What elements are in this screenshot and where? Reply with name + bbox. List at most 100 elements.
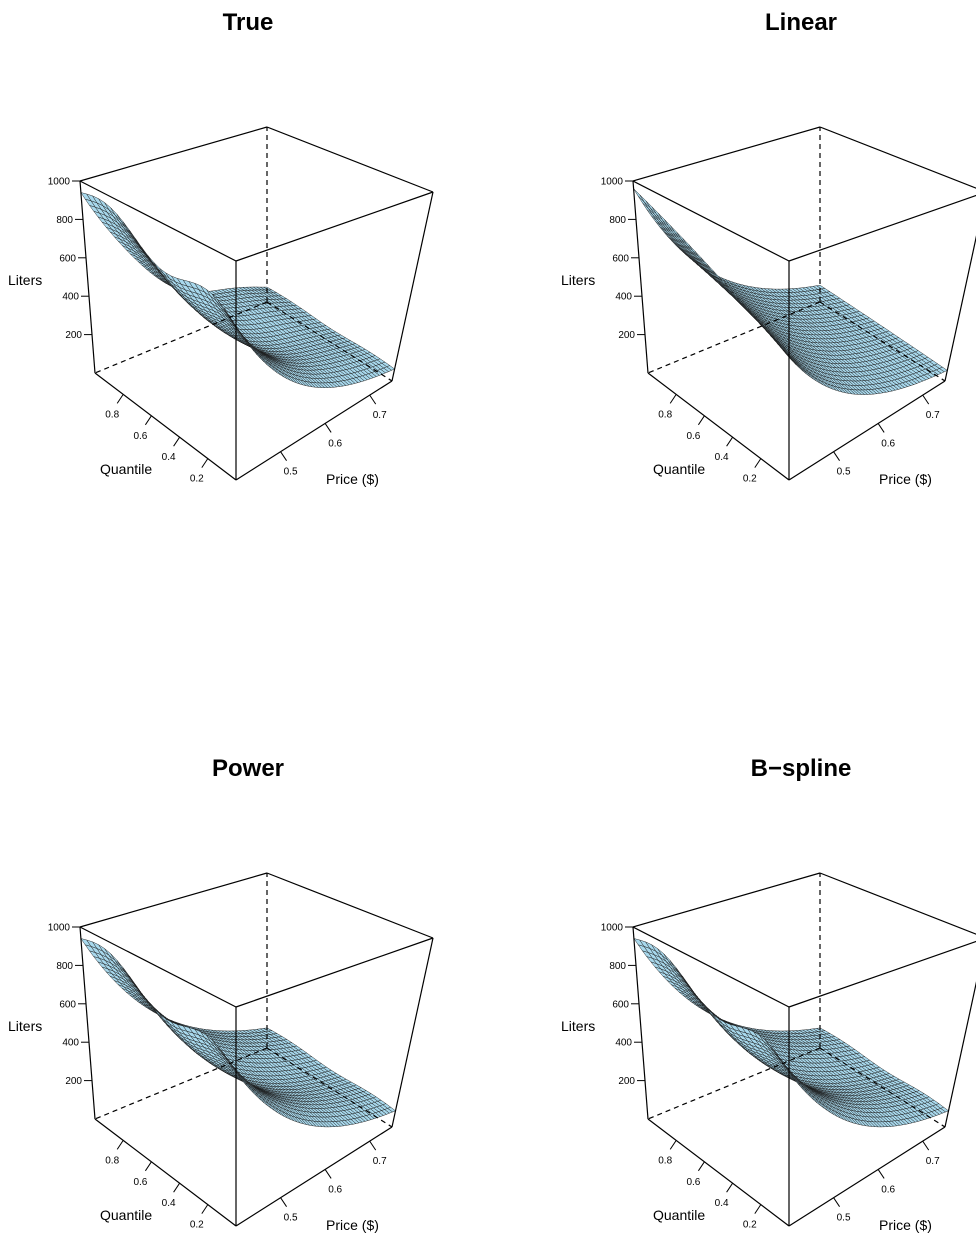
y-axis-label: Quantile xyxy=(100,1207,152,1223)
x-tick-label: 0.5 xyxy=(284,1213,298,1224)
box-edge xyxy=(235,937,434,1008)
y-tick xyxy=(697,415,705,426)
box-edge xyxy=(632,180,649,374)
box-edge xyxy=(79,126,268,182)
x-tick-label: 0.6 xyxy=(328,1184,342,1195)
x-tick xyxy=(922,394,930,405)
x-tick xyxy=(324,1169,332,1179)
box-hidden-edge xyxy=(266,301,393,382)
y-tick xyxy=(173,1182,181,1193)
y-tick-label: 0.4 xyxy=(715,452,729,463)
x-tick xyxy=(280,1197,287,1207)
z-tick-label: 600 xyxy=(612,253,629,264)
surface-facet xyxy=(633,188,645,202)
z-axis-label: Liters xyxy=(8,1018,42,1034)
y-tick xyxy=(726,436,734,447)
panel-title: True xyxy=(223,9,274,36)
x-tick xyxy=(877,423,885,433)
y-tick xyxy=(116,1140,124,1150)
panel-title: B−spline xyxy=(751,755,852,782)
z-tick-label: 400 xyxy=(62,1038,79,1049)
panel-title: Linear xyxy=(765,9,837,36)
y-tick xyxy=(144,1161,152,1172)
box-edge xyxy=(94,372,237,481)
z-tick-label: 1000 xyxy=(48,177,71,188)
y-tick-label: 0.2 xyxy=(743,474,757,485)
chart-panel-bspline: B−spline 20040060080010000.50.60.70.20.4… xyxy=(561,755,976,1233)
x-tick-label: 0.5 xyxy=(837,467,851,478)
y-tick-label: 0.8 xyxy=(658,409,672,420)
box-edge xyxy=(819,126,976,189)
y-tick-label: 0.4 xyxy=(162,1198,176,1209)
y-tick-label: 0.8 xyxy=(105,1155,119,1166)
y-tick-label: 0.6 xyxy=(133,1177,147,1188)
box-edge xyxy=(632,126,821,182)
panel-title: Power xyxy=(212,755,284,782)
box-edge xyxy=(944,235,976,382)
x-tick-label: 0.7 xyxy=(373,410,387,421)
y-tick xyxy=(116,394,124,404)
box-edge xyxy=(235,380,393,481)
box-edge xyxy=(266,126,434,193)
z-tick-label: 600 xyxy=(59,999,76,1010)
y-tick-label: 0.4 xyxy=(162,452,176,463)
z-axis-label: Liters xyxy=(561,272,595,288)
y-tick xyxy=(173,436,181,447)
x-tick xyxy=(369,1140,377,1151)
x-tick-label: 0.7 xyxy=(373,1156,387,1167)
x-tick xyxy=(324,423,332,433)
y-tick xyxy=(201,458,209,468)
box-edge xyxy=(79,872,268,928)
y-tick-label: 0.2 xyxy=(190,474,204,485)
chart-panel-linear: Linear 200 400 600 800 1000 0.5 0.6 0.7 0.2 0.4 0.… xyxy=(561,9,976,487)
y-axis-label: Quantile xyxy=(653,461,705,477)
x-tick-label: 0.5 xyxy=(284,467,298,478)
z-tick-label: 1000 xyxy=(601,177,624,188)
y-tick-label: 0.8 xyxy=(105,409,119,420)
z-tick-label: 1000 xyxy=(48,923,71,934)
box-edge xyxy=(235,191,434,262)
x-axis-label: Price ($) xyxy=(879,471,932,487)
x-tick-label: 0.6 xyxy=(328,438,342,449)
surface-facet xyxy=(230,317,240,333)
x-axis-label: Price ($) xyxy=(326,471,379,487)
chart-panel-power: Power 200 400 600 800 1000 0.5 0.6 0.7 0.2 0.4 0.6… xyxy=(8,755,434,1233)
x-tick-label: 0.6 xyxy=(881,438,895,449)
x-tick-label: 0.7 xyxy=(926,410,940,421)
box-edge xyxy=(788,380,946,481)
z-axis-label: Liters xyxy=(8,272,42,288)
z-tick-label: 800 xyxy=(56,215,73,226)
y-tick-label: 0.6 xyxy=(133,431,147,442)
box-edge xyxy=(391,191,434,382)
y-tick xyxy=(201,1204,209,1214)
x-tick xyxy=(280,451,287,461)
chart-panel-true: True 200 400 600 800 1000 0.5 0.6 0.7 0.2 0.4 0.6 0… xyxy=(8,9,434,487)
x-tick xyxy=(833,451,840,461)
y-axis-label: Quantile xyxy=(100,461,152,477)
box-edge xyxy=(788,194,976,262)
z-tick-label: 800 xyxy=(609,215,626,226)
z-tick-label: 800 xyxy=(56,961,73,972)
z-tick-label: 200 xyxy=(65,1076,82,1087)
box-edge xyxy=(79,180,96,374)
box-edge xyxy=(79,926,96,1120)
box-edge xyxy=(79,180,237,262)
box-hidden-edge xyxy=(94,301,268,374)
x-tick xyxy=(369,394,377,405)
z-tick-label: 600 xyxy=(59,253,76,264)
y-tick xyxy=(669,394,677,404)
box-edge xyxy=(235,1126,393,1227)
y-tick-label: 0.6 xyxy=(686,431,700,442)
z-tick-label: 200 xyxy=(65,330,82,341)
box-edge xyxy=(391,937,434,1128)
z-tick-label: 400 xyxy=(615,292,632,303)
y-tick xyxy=(754,458,762,468)
box-hidden-edge xyxy=(94,1047,268,1120)
x-axis-label: Price ($) xyxy=(326,1217,379,1233)
z-tick-label: 400 xyxy=(62,292,79,303)
y-tick-label: 0.2 xyxy=(190,1220,204,1231)
y-tick xyxy=(144,415,152,426)
box-edge xyxy=(266,872,434,939)
z-tick-label: 200 xyxy=(618,330,635,341)
